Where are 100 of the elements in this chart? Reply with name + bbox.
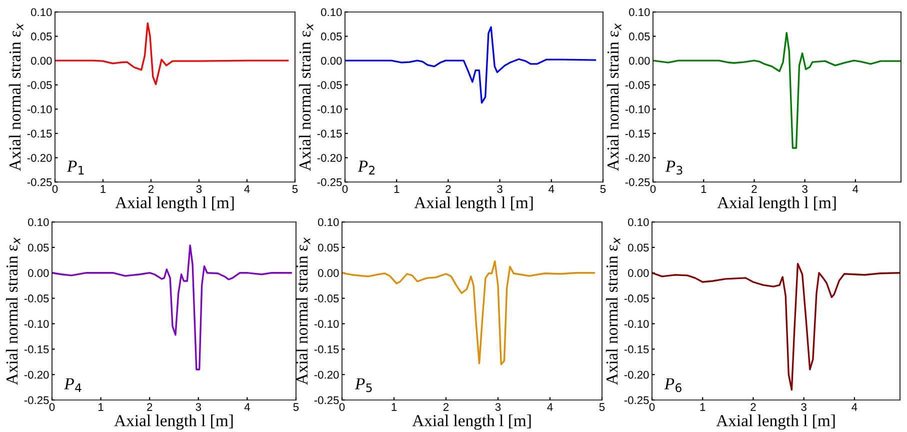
x-tick-label: 0 xyxy=(650,185,656,193)
x-tick-label: 0 xyxy=(339,403,345,411)
y-tick-label: 0.00 xyxy=(31,56,52,65)
y-tick-label: 0.10 xyxy=(318,218,339,226)
y-tick-label: -0.05 xyxy=(624,294,649,302)
y-tick-label: -0.20 xyxy=(624,370,649,379)
x-tick-label: 2 xyxy=(147,403,152,411)
x-tick-label: 4 xyxy=(548,185,554,193)
x-tick-label: 3 xyxy=(495,403,501,411)
x-tick-label: 5 xyxy=(599,403,605,411)
x-tick-label: 4 xyxy=(244,185,250,193)
x-axis-title: Axial length l [m] xyxy=(114,414,233,430)
x-tick-label: 3 xyxy=(196,185,202,193)
y-tick-label: 0.10 xyxy=(321,8,342,16)
y-tick-label: 0.10 xyxy=(28,218,49,226)
y-tick-label: 0.05 xyxy=(31,32,52,40)
annotation: P$_{6}$ xyxy=(664,378,682,392)
x-tick-label: 3 xyxy=(196,403,201,411)
y-tick-label: 0.10 xyxy=(628,218,649,226)
y-tick-label: -0.25 xyxy=(314,396,339,404)
x-axis-title: Axial length l [m] xyxy=(414,196,533,212)
x-tick-label: 5 xyxy=(600,185,606,193)
y-tick-label: -0.05 xyxy=(314,294,339,302)
y-tick-label: -0.05 xyxy=(27,81,52,89)
y-axis-title: Axial normal strain ε$_{x}$ xyxy=(8,23,24,172)
y-tick-label: -0.05 xyxy=(625,81,650,89)
y-tick-label: 0.00 xyxy=(629,56,650,65)
x-tick-label: 3 xyxy=(497,185,502,193)
x-axis-title: Axial length l [m] xyxy=(716,414,835,430)
y-axis-title: Axial normal strain ε$_{x}$ xyxy=(6,237,20,386)
x-tick-label: 0 xyxy=(342,185,348,193)
y-tick-label: -0.15 xyxy=(24,345,49,354)
x-tick-label: 1 xyxy=(700,403,706,411)
y-tick-label: 0.10 xyxy=(629,8,650,16)
y-axis-title: Axial normal strain ε$_{x}$ xyxy=(606,23,622,172)
y-tick-label: -0.10 xyxy=(27,105,52,114)
annotation: P$_{1}$ xyxy=(66,160,84,174)
y-tick-label: -0.15 xyxy=(27,130,52,138)
x-tick-label: 2 xyxy=(443,403,449,411)
x-tick-label: 5 xyxy=(292,185,298,193)
annotation: P$_{3}$ xyxy=(665,160,682,175)
y-tick-label: -0.15 xyxy=(317,130,342,138)
y-tick-label: 0.00 xyxy=(28,269,49,277)
x-tick-label: 4 xyxy=(547,403,553,411)
y-tick-label: 0.00 xyxy=(321,56,342,65)
y-axis-title: Axial normal strain ε$_{x}$ xyxy=(606,237,620,386)
x-tick-label: 4 xyxy=(244,403,250,411)
x-tick-label: 3 xyxy=(801,403,806,411)
x-axis-title: Axial length l [m] xyxy=(115,196,234,212)
x-tick-label: 2 xyxy=(750,403,756,411)
y-tick-label: 0.00 xyxy=(628,269,649,277)
x-tick-label: 0 xyxy=(52,185,58,193)
line-series xyxy=(653,32,901,149)
x-tick-label: 2 xyxy=(148,185,154,193)
y-tick-label: 0.05 xyxy=(629,32,650,40)
x-tick-label: 1 xyxy=(98,403,104,411)
y-tick-label: -0.10 xyxy=(317,105,342,114)
annotation: P$_{4}$ xyxy=(64,378,82,392)
line-series xyxy=(342,260,596,366)
y-axis-title: Axial normal strain ε$_{x}$ xyxy=(298,23,314,172)
x-tick-label: 1 xyxy=(392,403,397,411)
y-tick-label: -0.25 xyxy=(24,396,49,404)
y-tick-label: -0.25 xyxy=(317,178,342,186)
y-tick-label: -0.15 xyxy=(314,345,339,354)
line-series xyxy=(345,26,596,104)
y-tick-label: -0.25 xyxy=(27,178,52,186)
y-tick-label: -0.20 xyxy=(27,154,52,162)
y-tick-label: 0.05 xyxy=(318,244,339,252)
y-tick-label: -0.10 xyxy=(625,105,650,114)
y-tick-label: -0.25 xyxy=(625,178,650,186)
x-axis-title: Axial length l [m] xyxy=(412,414,531,430)
y-tick-label: -0.05 xyxy=(317,81,342,89)
x-tick-label: 4 xyxy=(852,403,858,411)
y-tick-label: -0.10 xyxy=(24,320,49,328)
y-tick-label: 0.05 xyxy=(628,244,649,252)
y-tick-label: -0.10 xyxy=(314,320,339,328)
x-tick-label: 2 xyxy=(446,185,451,193)
y-tick-label: 0.10 xyxy=(31,8,52,16)
y-tick-label: 0.05 xyxy=(321,32,342,40)
y-tick-label: -0.05 xyxy=(24,294,49,302)
line-series xyxy=(55,22,289,86)
y-tick-label: -0.10 xyxy=(624,320,649,328)
x-tick-label: 0 xyxy=(49,403,55,411)
x-tick-label: 1 xyxy=(394,185,400,193)
x-tick-label: 5 xyxy=(293,403,299,411)
x-tick-label: 1 xyxy=(701,185,706,193)
y-tick-label: -0.25 xyxy=(624,396,649,404)
line-series xyxy=(652,262,900,391)
annotation: P$_{2}$ xyxy=(358,160,374,174)
y-tick-label: -0.20 xyxy=(314,370,339,379)
y-tick-label: -0.20 xyxy=(625,154,650,162)
y-tick-label: -0.15 xyxy=(625,130,650,138)
y-tick-label: 0.00 xyxy=(318,269,339,277)
annotation: P$_{5}$ xyxy=(354,378,372,392)
x-axis-title: Axial length l [m] xyxy=(717,196,836,212)
x-tick-label: 1 xyxy=(100,185,106,193)
y-tick-label: 0.05 xyxy=(28,244,49,252)
x-tick-label: 2 xyxy=(752,185,757,193)
line-series xyxy=(52,244,292,370)
x-tick-label: 4 xyxy=(852,185,858,193)
